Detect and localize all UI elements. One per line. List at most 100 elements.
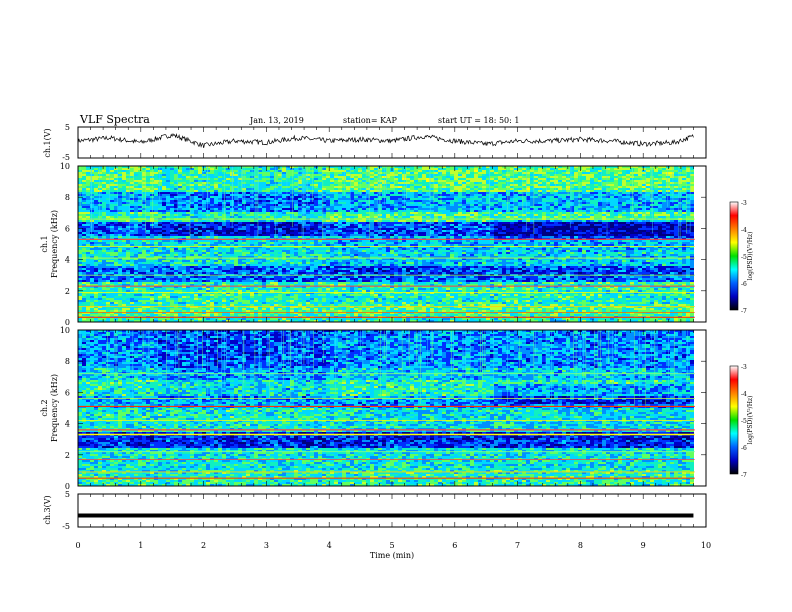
spectrogram-cell bbox=[310, 204, 315, 207]
spectrogram-cell bbox=[554, 202, 559, 205]
spectrogram-cell bbox=[602, 174, 607, 177]
spectrogram-cell bbox=[134, 220, 139, 223]
spectrogram-cell bbox=[658, 224, 663, 227]
spectrogram-cell bbox=[202, 220, 207, 223]
spectrogram-cell bbox=[294, 190, 299, 193]
spectrogram-cell bbox=[702, 218, 707, 221]
spectrogram-cell bbox=[450, 224, 455, 227]
spectrogram-cell bbox=[338, 202, 343, 205]
spectrogram-cell bbox=[302, 202, 307, 205]
spectrogram-cell bbox=[394, 168, 399, 171]
spectrogram-cell bbox=[182, 184, 187, 187]
spectrogram-cell bbox=[150, 208, 155, 211]
spectrogram-cell bbox=[462, 196, 467, 199]
spectrogram-cell bbox=[162, 208, 167, 211]
spectrogram-cell bbox=[546, 192, 551, 195]
spectrogram-cell bbox=[130, 172, 135, 175]
spectrogram-cell bbox=[194, 222, 199, 225]
spectrogram-cell bbox=[386, 206, 391, 209]
spectrogram-cell bbox=[606, 208, 611, 211]
spectrogram-cell bbox=[306, 212, 311, 215]
spectrogram-cell bbox=[618, 202, 623, 205]
spectrogram-cell bbox=[278, 190, 283, 193]
spectrogram-cell bbox=[134, 194, 139, 197]
spectrogram-cell bbox=[642, 206, 647, 209]
spectrogram-cell bbox=[662, 176, 667, 179]
spectrogram-cell bbox=[418, 200, 423, 203]
spectrogram-cell bbox=[506, 180, 511, 183]
spectrogram-cell bbox=[638, 188, 643, 191]
spectrogram-cell bbox=[526, 202, 531, 205]
spectrogram-cell bbox=[82, 166, 87, 169]
spectrogram-cell bbox=[578, 194, 583, 197]
spectrogram-cell bbox=[442, 206, 447, 209]
spectrogram-cell bbox=[326, 166, 331, 169]
spectrogram-cell bbox=[614, 226, 619, 229]
spectrogram-cell bbox=[686, 176, 691, 179]
spectrogram-cell bbox=[362, 202, 367, 205]
spectrogram-cell bbox=[686, 184, 691, 187]
spectrogram-cell bbox=[146, 178, 151, 181]
spectrogram-cell bbox=[610, 176, 615, 179]
spectrogram-cell bbox=[142, 208, 147, 211]
spectrogram-cell bbox=[374, 198, 379, 201]
spectrogram-cell bbox=[174, 194, 179, 197]
spectrogram-cell bbox=[138, 184, 143, 187]
spectrogram-cell bbox=[146, 184, 151, 187]
spectrogram-cell bbox=[118, 192, 123, 195]
spectrogram-cell bbox=[222, 188, 227, 191]
spectrogram-cell bbox=[490, 186, 495, 189]
spectrogram-cell bbox=[506, 200, 511, 203]
spectrogram-cell bbox=[662, 208, 667, 211]
spectrogram-cell bbox=[474, 182, 479, 185]
spectrogram-cell bbox=[634, 212, 639, 215]
spectrogram-cell bbox=[174, 220, 179, 223]
spectrogram-cell bbox=[262, 180, 267, 183]
spectrogram-cell bbox=[670, 212, 675, 215]
spectrogram-cell bbox=[406, 178, 411, 181]
spectrogram-cell bbox=[622, 186, 627, 189]
spectrogram-cell bbox=[694, 170, 699, 173]
spectrogram-cell bbox=[162, 210, 167, 213]
spectrogram-cell bbox=[674, 206, 679, 209]
spectrogram-cell bbox=[190, 176, 195, 179]
spectrogram-cell bbox=[170, 212, 175, 215]
spectrogram-cell bbox=[134, 192, 139, 195]
spectrogram-cell bbox=[178, 194, 183, 197]
spectrogram-cell bbox=[114, 208, 119, 211]
spectrogram-cell bbox=[690, 200, 695, 203]
spectrogram-cell bbox=[182, 190, 187, 193]
spectrogram-cell bbox=[450, 214, 455, 217]
spectrogram-cell bbox=[138, 178, 143, 181]
spectrogram-cell bbox=[126, 224, 131, 227]
spectrogram-cell bbox=[614, 198, 619, 201]
spectrogram-cell bbox=[154, 214, 159, 217]
spectrogram-cell bbox=[530, 224, 535, 227]
spectrogram-cell bbox=[334, 198, 339, 201]
spectrogram-cell bbox=[474, 174, 479, 177]
spectrogram-cell bbox=[198, 200, 203, 203]
spectrogram-cell bbox=[118, 174, 123, 177]
spectrogram-cell bbox=[102, 214, 107, 217]
spectrogram-cell bbox=[422, 216, 427, 219]
spectrogram-cell bbox=[170, 172, 175, 175]
spectrogram-cell bbox=[478, 204, 483, 207]
spectrogram-cell bbox=[426, 210, 431, 213]
spectrogram-cell bbox=[302, 226, 307, 229]
spectrogram-cell bbox=[438, 206, 443, 209]
spectrogram-cell bbox=[262, 176, 267, 179]
spectrogram-cell bbox=[698, 216, 703, 219]
spectrogram-cell bbox=[654, 208, 659, 211]
spectrogram-cell bbox=[606, 190, 611, 193]
spectrogram-cell bbox=[142, 206, 147, 209]
spectrogram-cell bbox=[398, 186, 403, 189]
spectrogram-cell bbox=[546, 170, 551, 173]
spectrogram-cell bbox=[178, 224, 183, 227]
spectrogram-cell bbox=[134, 212, 139, 215]
spectrogram-cell bbox=[278, 166, 283, 169]
spectrogram-cell bbox=[394, 192, 399, 195]
spectrogram-cell bbox=[686, 224, 691, 227]
spectrogram-cell bbox=[178, 176, 183, 179]
spectrogram-cell bbox=[550, 210, 555, 213]
spectrogram-cell bbox=[586, 190, 591, 193]
